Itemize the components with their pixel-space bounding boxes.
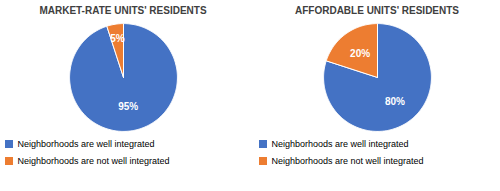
html-text:Neighborhoods are well integra: Neighborhoods are well integrated — [17, 139, 155, 150]
html-text:Neighborhoods are well integra: Neighborhoods are well integrated — [271, 139, 409, 150]
svg-text:95%: 95% — [118, 101, 138, 112]
svg-text:20%: 20% — [350, 48, 370, 59]
html-text:AFFORDABLE UNITS' RESIDENTS: AFFORDABLE UNITS' RESIDENTS — [295, 5, 459, 16]
svg-text:80%: 80% — [385, 96, 405, 107]
svg-text:5%: 5% — [110, 33, 125, 44]
html-text:Neighborhoods are not well int: Neighborhoods are not well integrated — [17, 155, 170, 166]
html-text:Neighborhoods are not well int: Neighborhoods are not well integrated — [271, 155, 424, 166]
html-text:MARKET-RATE UNITS' RESIDENTS: MARKET-RATE UNITS' RESIDENTS — [39, 5, 207, 16]
